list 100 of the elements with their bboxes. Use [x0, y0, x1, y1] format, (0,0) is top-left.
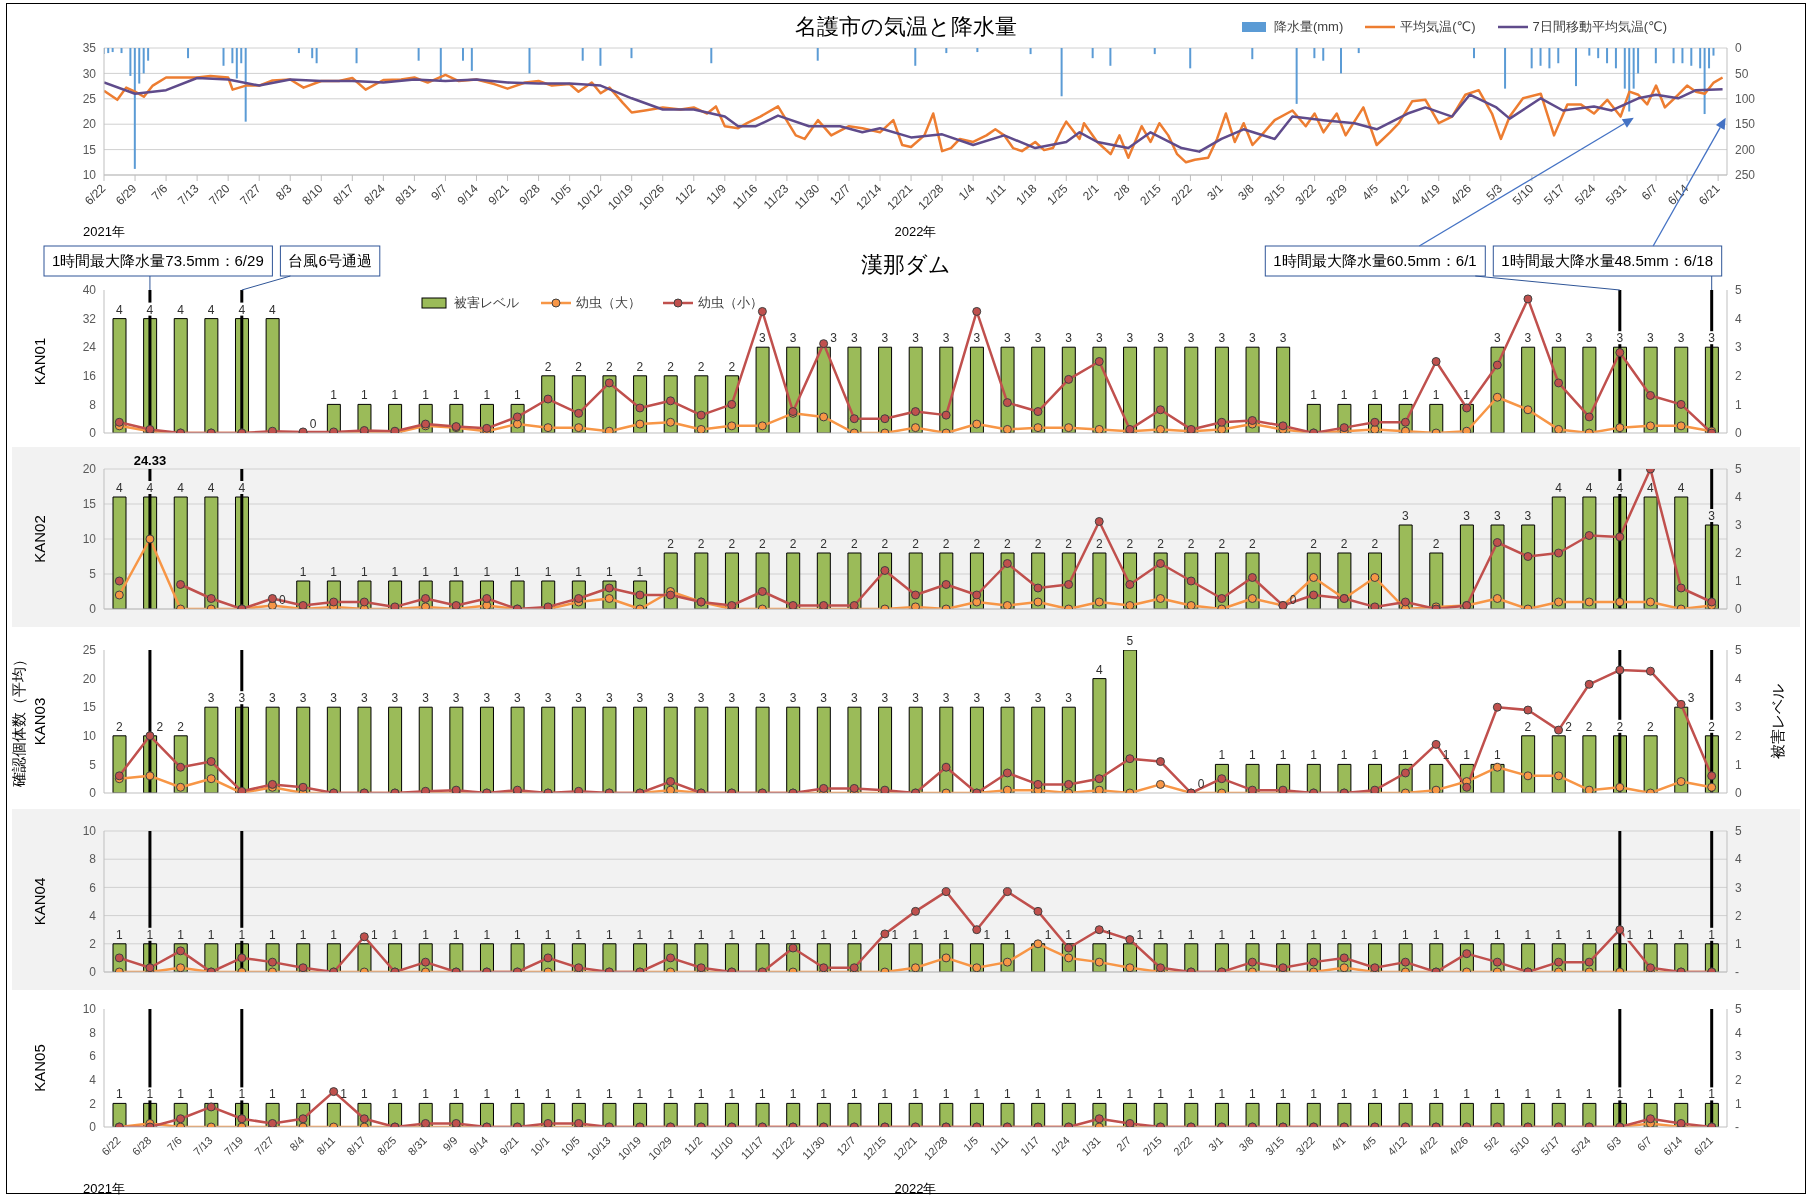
y-tick-label: 15 [82, 497, 97, 512]
y-tick-label: 8 [89, 397, 97, 412]
data-label: 1 [1555, 927, 1563, 942]
data-label: 3 [1004, 331, 1012, 346]
data-label: 3 [391, 691, 399, 706]
data-label: 1 [514, 388, 522, 403]
x-tick-label: 10/1 [527, 1133, 552, 1158]
data-label: 3 [1187, 331, 1195, 346]
data-label: 1 [483, 1087, 491, 1102]
x-tick-label: 4/26 [1447, 181, 1475, 208]
data-label: 4 [146, 302, 154, 317]
data-label: 1 [1402, 748, 1410, 763]
x-tick-label: 3/1 [1205, 1133, 1226, 1154]
x-tick-label: 5/10 [1507, 1133, 1532, 1158]
data-label: 1 [1157, 1087, 1165, 1102]
legend-label: 降水量(mm) [1273, 18, 1344, 36]
y2-tick-label: 2 [1735, 729, 1742, 744]
data-label: 2 [1647, 719, 1655, 734]
data-label: 2 [850, 537, 858, 551]
y2-tick-label: 3 [1735, 880, 1742, 895]
data-label: 1 [575, 927, 583, 942]
y-tick-label: 25 [82, 643, 97, 658]
data-label: 3 [544, 691, 552, 706]
data-label: 2 [1187, 537, 1195, 551]
data-label: 1 [452, 565, 460, 579]
y-tick-label: 24 [82, 340, 97, 355]
x-tick-label: 8/4 [287, 1133, 307, 1154]
data-label: 2 [544, 359, 552, 374]
data-label: 1 [1187, 927, 1195, 942]
data-label: 4 [1677, 481, 1685, 495]
data-label: 0 [309, 417, 317, 431]
data-label: 3 [238, 691, 246, 706]
data-label: 1 [1677, 927, 1685, 942]
data-label: 0 [1289, 593, 1297, 607]
data-label: 1 [1371, 388, 1379, 403]
x-tick-label: 9/14 [466, 1133, 491, 1158]
y-tick-label: 10 [82, 824, 97, 839]
data-label: 3 [759, 691, 767, 706]
data-label: 1 [238, 1087, 246, 1102]
chart-title: 名護市の気温と降水量 [795, 14, 1017, 39]
y2-tick-label: 1 [1735, 937, 1742, 952]
x-tick-label: 7/13 [175, 181, 202, 208]
legend-label: 平均気温(℃) [1400, 18, 1476, 36]
data-label: 1 [636, 927, 644, 942]
data-label: 1 [514, 565, 522, 579]
y2-tick-label: 2 [1735, 546, 1742, 561]
y2-tick-label: 4 [1735, 852, 1742, 867]
y-tick-label: 6 [89, 880, 97, 895]
data-label: 1 [850, 1087, 858, 1102]
data-label: 3 [1677, 331, 1685, 346]
y2-tick-label: 1 [1735, 1096, 1742, 1111]
data-label: 1 [1279, 1087, 1287, 1102]
data-label: 1 [1677, 1087, 1685, 1102]
x-tick-label: 9/9 [440, 1133, 460, 1154]
data-label: 2 [1004, 537, 1012, 551]
data-label: 3 [1524, 331, 1532, 346]
data-label: 1 [1432, 1087, 1440, 1102]
data-label: 3 [1493, 509, 1501, 523]
data-label: 1 [1218, 1087, 1226, 1102]
data-label: 3 [269, 691, 277, 706]
x-tick-label: 6/21 [1691, 1133, 1716, 1158]
y2-tick-label: 3 [1735, 1049, 1742, 1064]
data-label: 3 [850, 331, 858, 346]
data-label: 3 [973, 691, 981, 706]
data-label: 1 [789, 927, 797, 942]
data-label: 1 [1371, 748, 1379, 763]
y2-tick-label: 1 [1735, 757, 1742, 772]
y-tick-label: 8 [89, 852, 97, 867]
data-label: 1 [1402, 927, 1410, 942]
data-label: 1 [360, 565, 368, 579]
data-label: 1 [299, 927, 307, 942]
x-tick-label: 1/18 [1013, 181, 1040, 208]
data-label: 2 [1095, 537, 1103, 551]
data-label: 2 [1065, 537, 1073, 551]
y2-tick-label: 5 [1735, 824, 1742, 839]
data-label: 1 [1585, 927, 1593, 942]
data-label: 1 [575, 1087, 583, 1102]
data-label: 1 [1340, 388, 1348, 403]
data-label: 3 [942, 331, 950, 346]
x-tick-label: 8/10 [299, 181, 326, 208]
data-label: 1 [1310, 1087, 1318, 1102]
data-label: 3 [422, 691, 430, 706]
data-label: 2 [1126, 537, 1134, 551]
x-tick-label: 1/11 [982, 181, 1009, 208]
data-label: 1 [820, 1087, 828, 1102]
data-label: 1 [1249, 1087, 1257, 1102]
data-label: 1 [1493, 927, 1501, 942]
annotation: 24.33 [133, 453, 167, 468]
legend-label: 7日間移動平均気温(℃) [1532, 18, 1667, 36]
data-label: 2 [728, 537, 736, 551]
data-label: 2 [636, 359, 644, 374]
x-tick-label: 7/27 [237, 181, 264, 208]
text: 2021年 [83, 224, 125, 239]
data-label: 3 [1463, 509, 1471, 523]
y2-tick-label: 5 [1735, 643, 1742, 658]
data-label: 1 [1371, 1087, 1379, 1102]
data-label: 1 [452, 1087, 460, 1102]
y-tick-label: 20 [82, 117, 97, 132]
data-label: 3 [330, 691, 338, 706]
data-label: 1 [1279, 748, 1287, 763]
